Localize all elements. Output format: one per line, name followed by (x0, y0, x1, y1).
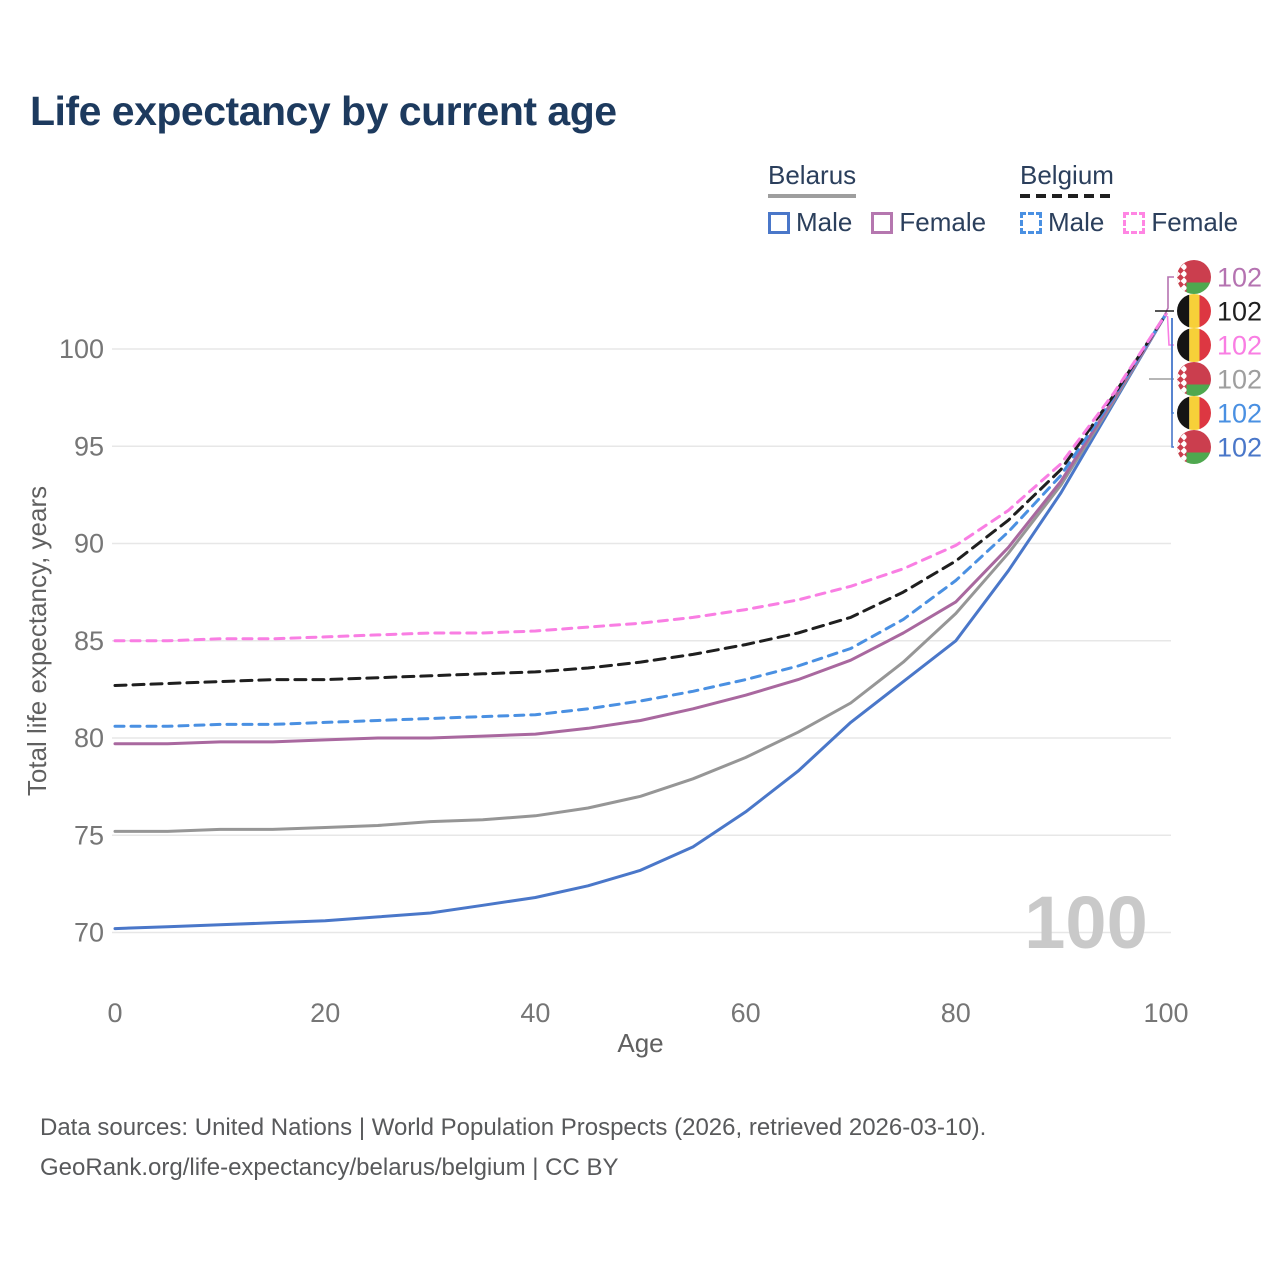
series-line-belgium-male[interactable] (113, 312, 1168, 728)
series-line-belarus-male[interactable] (113, 312, 1168, 931)
x-tick-label: 60 (731, 998, 761, 1028)
x-tick-label: 20 (310, 998, 340, 1028)
x-axis-title: Age (617, 1028, 663, 1058)
y-tick-label: 100 (59, 334, 104, 364)
age-counter-watermark: 100 (1024, 881, 1147, 964)
x-tick-label: 100 (1143, 998, 1188, 1028)
series-line-belarus-female[interactable] (113, 312, 1168, 746)
y-tick-label: 80 (74, 723, 104, 753)
legend-group-line-swatch (1020, 194, 1114, 198)
x-tick-label: 0 (107, 998, 122, 1028)
series-line-belgium[interactable] (113, 312, 1168, 687)
legend-item-belgium-female[interactable]: Female (1123, 207, 1238, 238)
end-label-connector-belarus-male (1171, 318, 1174, 448)
legend-item-belgium-male[interactable]: Male (1020, 207, 1104, 238)
flag-belgium-icon (1177, 328, 1211, 362)
footer-data-sources: Data sources: United Nations | World Pop… (40, 1114, 987, 1141)
legend-item-belarus-female[interactable]: Female (871, 207, 986, 238)
end-value-label-belarus: 102 (1217, 365, 1262, 395)
y-tick-label: 85 (74, 626, 104, 656)
legend-group-belgium: Belgium Male Female (1020, 160, 1238, 238)
x-tick-label: 80 (941, 998, 971, 1028)
legend-group-belarus: Belarus Male Female (768, 160, 986, 238)
end-value-label-belgium-female: 102 (1217, 331, 1262, 361)
legend-item-label: Female (1151, 207, 1239, 237)
legend-group-line-swatch (768, 194, 857, 198)
footer: Data sources: United Nations | World Pop… (40, 1108, 986, 1188)
legend-group-header-belgium[interactable]: Belgium (1020, 160, 1114, 198)
footer-attribution-link: GeoRank.org/life-expectancy/belarus/belg… (40, 1154, 619, 1181)
legend-group-header-belarus[interactable]: Belarus (768, 160, 857, 198)
legend-item-label: Female (899, 207, 987, 237)
legend-swatch-belarus-female (871, 211, 894, 234)
end-label-connector-belgium-female (1166, 315, 1174, 346)
legend-swatch-belgium-female (1123, 211, 1146, 234)
y-tick-label: 70 (74, 918, 104, 948)
legend-item-belarus-male[interactable]: Male (768, 207, 852, 238)
flag-belgium-icon (1177, 396, 1211, 430)
series-line-belarus[interactable] (113, 312, 1168, 833)
page-title: Life expectancy by current age (30, 88, 617, 134)
end-value-label-belgium: 102 (1217, 297, 1262, 327)
y-axis-title: Total life expectancy, years (22, 486, 52, 796)
series-line-belgium-female[interactable] (113, 312, 1168, 643)
flag-belarus-icon (1177, 362, 1211, 396)
legend-group-title: Belgium (1020, 160, 1114, 190)
flag-belarus-icon (1177, 260, 1211, 294)
x-tick-label: 40 (520, 998, 550, 1028)
y-tick-label: 95 (74, 431, 104, 461)
legend-item-label: Male (1048, 207, 1105, 237)
legend-swatch-belarus-male (768, 211, 790, 234)
y-tick-label: 75 (74, 820, 104, 850)
end-value-label-belarus-female: 102 (1217, 263, 1262, 293)
end-value-label-belgium-male: 102 (1217, 399, 1262, 429)
legend-item-label: Male (796, 207, 853, 237)
end-value-label-belarus-male: 102 (1217, 433, 1262, 463)
legend-swatch-belgium-male (1020, 211, 1042, 234)
flag-belgium-icon (1177, 294, 1211, 328)
legend: Belarus Male Female Belgium Male Female (0, 160, 1280, 240)
end-label-connector-belarus-female (1164, 276, 1174, 315)
flag-belarus-icon (1177, 430, 1211, 464)
y-tick-label: 90 (74, 529, 104, 559)
legend-group-title: Belarus (768, 160, 857, 190)
